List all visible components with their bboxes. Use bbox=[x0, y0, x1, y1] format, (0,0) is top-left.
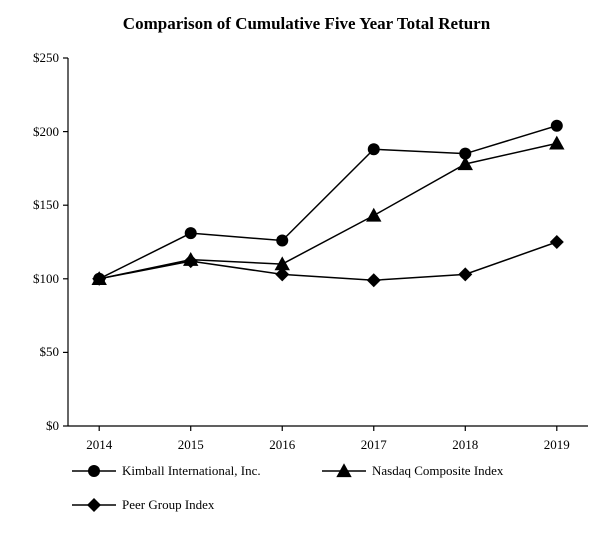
series-line bbox=[99, 126, 557, 279]
series-marker bbox=[276, 235, 288, 247]
chart-container: Comparison of Cumulative Five Year Total… bbox=[0, 0, 613, 540]
y-tick-label: $150 bbox=[33, 197, 59, 213]
series-line bbox=[99, 242, 557, 280]
plot-area bbox=[0, 0, 613, 540]
y-tick-label: $200 bbox=[33, 124, 59, 140]
series-marker bbox=[549, 136, 564, 150]
y-tick-label: $250 bbox=[33, 50, 59, 66]
legend: Kimball International, Inc. Nasdaq Compos… bbox=[72, 462, 592, 530]
legend-swatch bbox=[72, 462, 116, 480]
legend-swatch bbox=[72, 496, 116, 514]
legend-item: Peer Group Index bbox=[72, 496, 214, 514]
x-tick-label: 2018 bbox=[452, 437, 478, 453]
series-marker bbox=[550, 235, 564, 249]
y-tick-label: $100 bbox=[33, 271, 59, 287]
series-line bbox=[99, 143, 557, 278]
series-marker bbox=[185, 227, 197, 239]
legend-label: Nasdaq Composite Index bbox=[372, 463, 503, 479]
x-tick-label: 2017 bbox=[361, 437, 387, 453]
legend-label: Kimball International, Inc. bbox=[122, 463, 261, 479]
legend-item: Kimball International, Inc. bbox=[72, 462, 261, 480]
series-marker bbox=[368, 143, 380, 155]
legend-item: Nasdaq Composite Index bbox=[322, 462, 503, 480]
series-marker bbox=[458, 267, 472, 281]
x-tick-label: 2019 bbox=[544, 437, 570, 453]
y-tick-label: $0 bbox=[46, 418, 59, 434]
x-tick-label: 2015 bbox=[178, 437, 204, 453]
y-tick-label: $50 bbox=[40, 344, 60, 360]
x-tick-label: 2016 bbox=[269, 437, 295, 453]
series-marker bbox=[184, 254, 198, 268]
series-marker bbox=[366, 208, 381, 222]
legend-swatch bbox=[322, 462, 366, 480]
x-tick-label: 2014 bbox=[86, 437, 112, 453]
series-marker bbox=[551, 120, 563, 132]
series-marker bbox=[367, 273, 381, 287]
legend-label: Peer Group Index bbox=[122, 497, 214, 513]
